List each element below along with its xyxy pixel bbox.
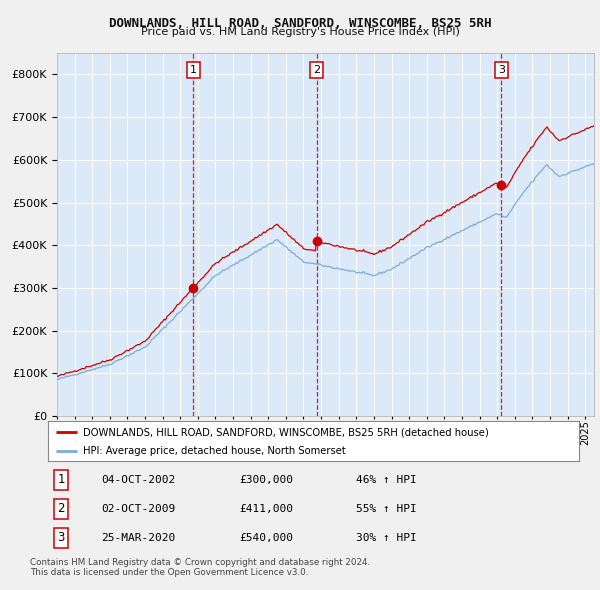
Text: £540,000: £540,000: [239, 533, 293, 543]
Text: 3: 3: [498, 65, 505, 75]
Text: DOWNLANDS, HILL ROAD, SANDFORD, WINSCOMBE, BS25 5RH (detached house): DOWNLANDS, HILL ROAD, SANDFORD, WINSCOMB…: [83, 427, 488, 437]
Text: 1: 1: [58, 473, 65, 486]
Text: DOWNLANDS, HILL ROAD, SANDFORD, WINSCOMBE, BS25 5RH: DOWNLANDS, HILL ROAD, SANDFORD, WINSCOMB…: [109, 17, 491, 30]
Text: 2: 2: [313, 65, 320, 75]
Text: 25-MAR-2020: 25-MAR-2020: [101, 533, 175, 543]
Text: £411,000: £411,000: [239, 504, 293, 514]
Text: HPI: Average price, detached house, North Somerset: HPI: Average price, detached house, Nort…: [83, 447, 345, 456]
Text: This data is licensed under the Open Government Licence v3.0.: This data is licensed under the Open Gov…: [30, 568, 308, 576]
Text: 2: 2: [58, 502, 65, 516]
Text: 02-OCT-2009: 02-OCT-2009: [101, 504, 175, 514]
Text: 55% ↑ HPI: 55% ↑ HPI: [356, 504, 417, 514]
Text: 46% ↑ HPI: 46% ↑ HPI: [356, 475, 417, 485]
Text: £300,000: £300,000: [239, 475, 293, 485]
Text: 3: 3: [58, 532, 65, 545]
Text: 04-OCT-2002: 04-OCT-2002: [101, 475, 175, 485]
Text: Price paid vs. HM Land Registry's House Price Index (HPI): Price paid vs. HM Land Registry's House …: [140, 27, 460, 37]
Text: Contains HM Land Registry data © Crown copyright and database right 2024.: Contains HM Land Registry data © Crown c…: [30, 558, 370, 566]
Text: 1: 1: [190, 65, 197, 75]
Text: 30% ↑ HPI: 30% ↑ HPI: [356, 533, 417, 543]
